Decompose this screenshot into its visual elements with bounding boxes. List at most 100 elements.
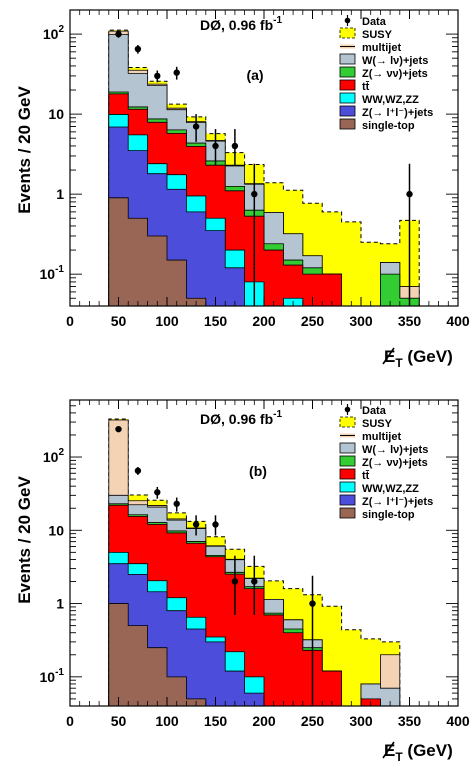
y-axis-title: Events / 20 GeV xyxy=(15,476,34,604)
data-point xyxy=(251,190,258,198)
x-axis-title-unit: (GeV) xyxy=(403,741,453,760)
x-tick-label: 150 xyxy=(204,313,228,329)
experiment-label-text: DØ, 0.96 fb xyxy=(200,17,273,33)
legend-swatch xyxy=(339,468,356,480)
legend-swatch xyxy=(339,442,356,454)
y-tick-exp: -1 xyxy=(55,264,64,275)
legend-label: multijet xyxy=(362,42,401,54)
x-tick-label: 0 xyxy=(66,713,74,729)
x-tick-label: 250 xyxy=(301,313,325,329)
legend-swatch xyxy=(339,105,356,117)
y-axis-title: Events / 20 GeV xyxy=(15,86,34,214)
x-tick-label: 50 xyxy=(111,313,127,329)
y-tick-label: 10 xyxy=(48,522,64,538)
y-tick-label: 10 xyxy=(48,106,64,122)
legend-swatch xyxy=(339,494,356,506)
legend-label: multijet xyxy=(362,431,401,443)
legend-swatch xyxy=(339,455,356,467)
data-point xyxy=(192,123,200,130)
hist-single-top xyxy=(108,603,207,706)
legend-label: WW,WZ,ZZ xyxy=(362,483,419,495)
x-tick-label: 50 xyxy=(111,713,127,729)
y-tick-base: 10 xyxy=(48,522,64,538)
legend-swatch xyxy=(339,92,356,104)
legend-swatch xyxy=(339,79,356,91)
y-tick-base: 1 xyxy=(56,186,64,202)
legend-label: tt̄ xyxy=(362,81,370,93)
legend-label: SUSY xyxy=(362,29,393,41)
legend-label: Z(→ νν)+jets xyxy=(362,68,428,80)
panel-label: (b) xyxy=(249,463,267,479)
plot-area xyxy=(108,418,420,706)
data-point xyxy=(251,578,258,585)
x-tick-label: 100 xyxy=(155,313,179,329)
legend-label: Z(→ l⁺l⁻)+jets xyxy=(362,496,433,508)
plot-area xyxy=(108,29,420,306)
chart-panel-b: 0 50 100 150 200 250 300 350 40010-1110102Events… xyxy=(15,399,470,764)
experiment-label: DØ, 0.96 fb-1 xyxy=(200,15,282,33)
y-tick-exp: 2 xyxy=(58,24,64,35)
legend-label: Data xyxy=(362,16,387,28)
y-tick-base: 10 xyxy=(40,266,56,282)
data-point xyxy=(134,45,142,53)
hist-single-top xyxy=(108,197,207,306)
legend-swatch xyxy=(339,481,356,493)
legend-label: Z(→ νν)+jets xyxy=(362,457,428,469)
met-slash xyxy=(382,347,395,365)
x-axis-title-sub: T xyxy=(395,750,403,764)
x-tick-label: 350 xyxy=(398,713,422,729)
x-tick-label: 300 xyxy=(349,313,373,329)
data-point xyxy=(115,30,122,38)
y-tick-label: 10-1 xyxy=(40,264,65,282)
met-slash xyxy=(382,741,395,759)
y-tick-base: 10 xyxy=(48,106,64,122)
y-tick-base: 1 xyxy=(56,596,64,612)
y-tick-exp: 2 xyxy=(58,447,64,458)
x-tick-label: 150 xyxy=(204,713,228,729)
legend-label: Data xyxy=(362,405,387,417)
data-point xyxy=(134,467,142,474)
x-tick-label: 200 xyxy=(252,713,276,729)
data-point xyxy=(192,521,200,528)
panel-label: (a) xyxy=(246,67,263,83)
legend-label: Z(→ l⁺l⁻)+jets xyxy=(362,107,433,119)
data-point xyxy=(212,142,219,150)
y-tick-label: 102 xyxy=(43,447,65,465)
legend-label: WW,WZ,ZZ xyxy=(362,94,419,106)
y-tick-base: 10 xyxy=(40,669,56,685)
legend-label: tt̄ xyxy=(362,470,370,482)
legend-swatch xyxy=(339,27,356,39)
data-point xyxy=(231,142,239,150)
data-point xyxy=(154,72,161,80)
experiment-label-text: DØ, 0.96 fb xyxy=(200,411,273,427)
x-axis-title: ET (GeV) xyxy=(384,347,453,370)
x-tick-label: 200 xyxy=(252,313,276,329)
y-tick-label: 1 xyxy=(56,186,64,202)
x-tick-label: 0 xyxy=(66,313,74,329)
experiment-label: DØ, 0.96 fb-1 xyxy=(200,409,282,427)
legend-swatch xyxy=(339,66,356,78)
data-point xyxy=(115,425,122,433)
legend-data-marker xyxy=(344,406,351,413)
x-axis-title-unit: (GeV) xyxy=(403,347,453,366)
legend-label: single-top xyxy=(362,120,415,132)
x-axis-title-sub: T xyxy=(395,356,403,370)
x-tick-label: 400 xyxy=(446,313,470,329)
experiment-label-sup: -1 xyxy=(273,15,282,26)
y-tick-base: 10 xyxy=(43,26,59,42)
x-tick-label: 300 xyxy=(349,713,373,729)
legend-label: SUSY xyxy=(362,418,393,430)
legend-swatch xyxy=(339,118,356,130)
legend-swatch xyxy=(339,416,356,428)
x-axis-title-e: E xyxy=(384,741,395,760)
x-axis-title: ET (GeV) xyxy=(384,741,453,764)
experiment-label-sup: -1 xyxy=(273,409,282,420)
data-point xyxy=(212,521,219,528)
y-tick-label: 1 xyxy=(56,596,64,612)
chart-panel-a: 0 50 100 150 200 250 300 350 40010-1110102Events… xyxy=(15,9,470,370)
data-point xyxy=(231,578,239,585)
data-point xyxy=(154,489,161,496)
y-tick-label: 102 xyxy=(43,24,65,42)
